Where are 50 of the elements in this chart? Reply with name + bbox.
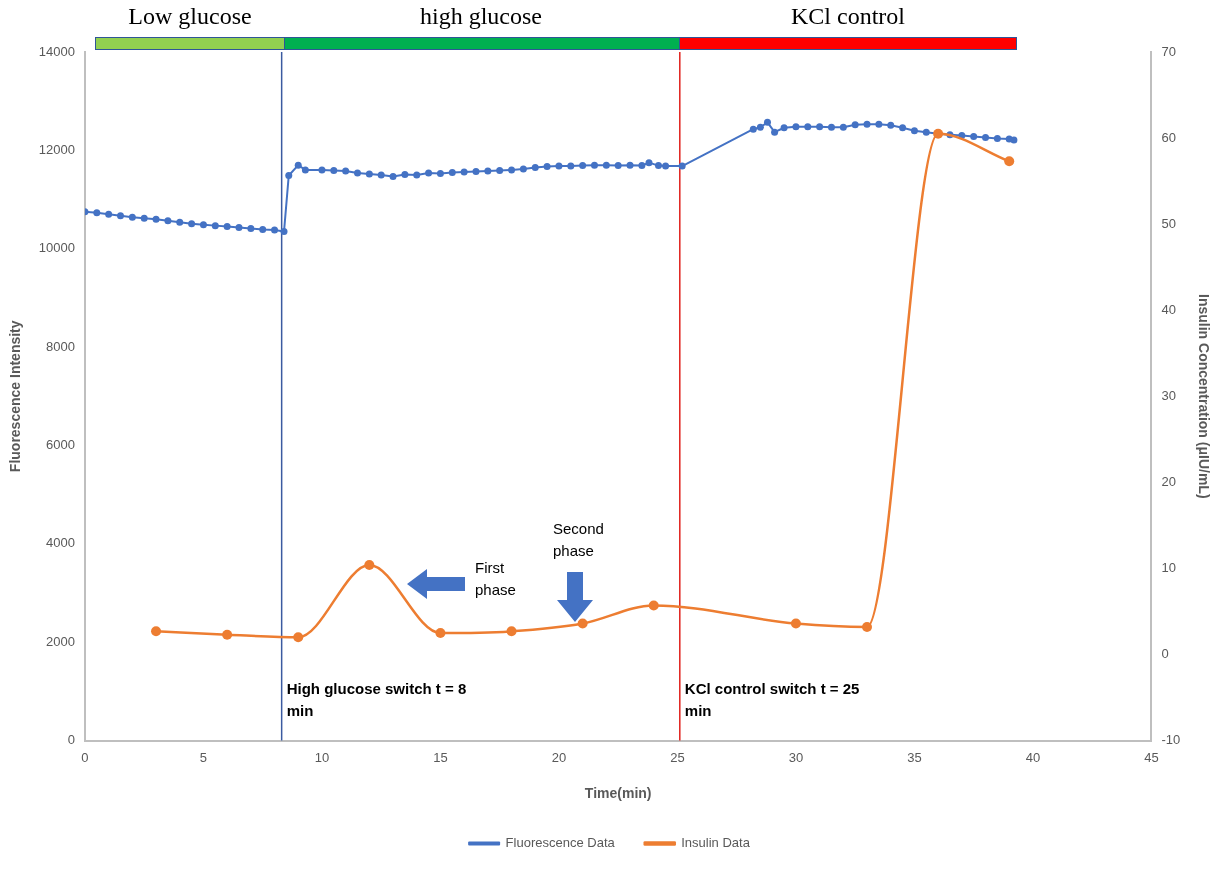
point bbox=[790, 618, 801, 629]
y-tick-label: 2000 bbox=[46, 633, 75, 649]
y2-tick-label: 20 bbox=[1161, 473, 1176, 489]
x-tick-label: 15 bbox=[433, 749, 448, 765]
y-tick-label: 4000 bbox=[46, 535, 75, 551]
ref-line-label: KCl control switch t = 25 min bbox=[684, 680, 860, 720]
x-tick-label: 40 bbox=[1025, 749, 1041, 765]
point bbox=[1004, 156, 1015, 167]
legend-label: Insulin Data bbox=[681, 835, 751, 851]
text: KCl control bbox=[791, 3, 906, 30]
point bbox=[506, 626, 517, 637]
text: Low glucose bbox=[128, 3, 252, 30]
x-tick-label: 30 bbox=[788, 749, 804, 765]
point bbox=[435, 628, 446, 639]
x-axis-title: Time(min) bbox=[584, 785, 652, 802]
y-tick-label: 10000 bbox=[38, 240, 75, 256]
point bbox=[577, 618, 588, 629]
point bbox=[151, 626, 162, 637]
y-axis-title: Fluorescence Intensity bbox=[7, 320, 24, 473]
y-tick-label: 0 bbox=[67, 732, 75, 748]
x-tick-label: 10 bbox=[314, 749, 330, 765]
text: high glucose bbox=[420, 3, 542, 30]
x-tick-label: 0 bbox=[81, 749, 89, 765]
ref-line-label: High glucose switch t = 8 min bbox=[286, 680, 467, 720]
y2-tick-label: 40 bbox=[1161, 301, 1176, 317]
x-tick-label: 5 bbox=[199, 749, 208, 765]
point bbox=[862, 621, 873, 632]
y2-tick-label: 60 bbox=[1161, 129, 1176, 145]
y2-tick-label: 70 bbox=[1161, 43, 1176, 59]
point bbox=[293, 632, 304, 643]
x-tick-label: 45 bbox=[1144, 749, 1159, 765]
annotation: Second phase bbox=[553, 519, 604, 559]
y-tick-label: 12000 bbox=[38, 141, 75, 157]
point bbox=[648, 600, 659, 611]
y2-tick-label: 10 bbox=[1161, 560, 1176, 576]
y2-axis-title: Insulin Concentration (μIU/mL) bbox=[1195, 294, 1212, 499]
x-tick-label: 20 bbox=[551, 749, 567, 765]
x-tick-label: 35 bbox=[907, 749, 922, 765]
annotation: First phase bbox=[475, 558, 516, 598]
legend-label: Fluorescence Data bbox=[505, 835, 616, 851]
y2-tick-label: -10 bbox=[1161, 732, 1181, 748]
point bbox=[222, 629, 233, 640]
y2-tick-label: 0 bbox=[1161, 646, 1169, 662]
y-tick-label: 6000 bbox=[46, 437, 75, 453]
point bbox=[364, 560, 375, 571]
y2-tick-label: 30 bbox=[1161, 387, 1176, 403]
x-tick-label: 25 bbox=[670, 749, 685, 765]
y-tick-label: 8000 bbox=[46, 338, 75, 354]
y-tick-label: 14000 bbox=[38, 43, 75, 59]
y2-tick-label: 50 bbox=[1161, 215, 1176, 231]
